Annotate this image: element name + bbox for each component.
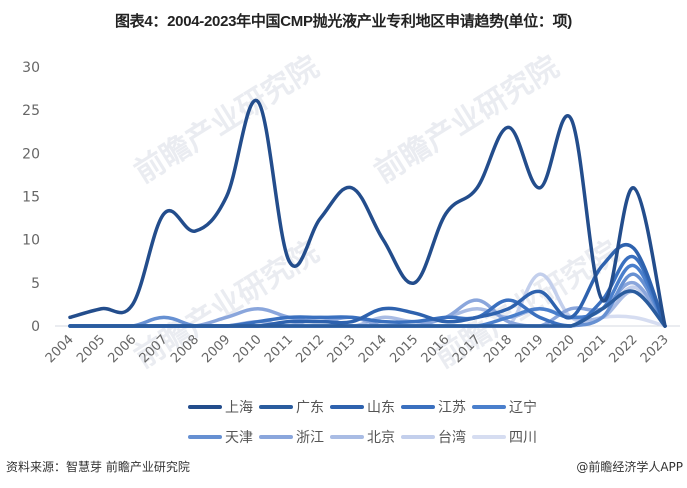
legend-swatch-icon xyxy=(472,405,506,409)
x-tick-label: 2012 xyxy=(293,332,327,366)
legend-label: 山东 xyxy=(367,400,395,416)
y-tick-label: 25 xyxy=(22,103,40,119)
legend-swatch-icon xyxy=(330,435,364,439)
x-tick-label: 2021 xyxy=(575,332,609,366)
legend-swatch-icon xyxy=(188,405,222,409)
legend-label: 浙江 xyxy=(296,430,324,446)
source-note: 资料来源：智慧芽 前瞻产业研究院 xyxy=(6,460,190,474)
y-tick-label: 10 xyxy=(22,233,40,249)
x-axis: 2004200520062007200820092010201120122013… xyxy=(43,332,672,366)
y-tick-label: 30 xyxy=(22,60,40,76)
legend-label: 江苏 xyxy=(438,400,466,416)
legend-item[interactable]: 广东 xyxy=(259,397,328,417)
legend-item[interactable]: 北京 xyxy=(330,427,399,447)
legend-row: 天津 浙江 北京 台湾 四川 xyxy=(188,422,548,452)
x-tick-label: 2020 xyxy=(544,332,578,366)
series-line xyxy=(68,242,667,328)
series-lines xyxy=(68,98,667,328)
legend-item[interactable]: 辽宁 xyxy=(472,397,541,417)
legend-swatch-icon xyxy=(259,405,293,409)
legend-item[interactable]: 江苏 xyxy=(401,397,470,417)
legend-label: 天津 xyxy=(225,430,253,446)
x-tick-label: 2004 xyxy=(43,332,77,366)
x-tick-label: 2015 xyxy=(387,332,421,366)
legend-label: 北京 xyxy=(367,430,395,446)
legend-swatch-icon xyxy=(401,405,435,409)
legend-item[interactable]: 山东 xyxy=(330,397,399,417)
series-line xyxy=(68,289,667,328)
y-tick-label: 0 xyxy=(31,319,40,335)
legend-item[interactable]: 天津 xyxy=(188,427,257,447)
x-tick-label: 2006 xyxy=(105,332,139,366)
legend-label: 辽宁 xyxy=(509,400,537,416)
legend-label: 台湾 xyxy=(438,430,466,446)
chart-title: 图表4：2004-2023年中国CMP抛光液产业专利地区申请趋势(单位：项) xyxy=(114,13,572,30)
legend-item[interactable]: 四川 xyxy=(472,427,541,447)
x-tick-label: 2007 xyxy=(137,332,171,366)
x-tick-label: 2011 xyxy=(262,332,296,366)
x-tick-label: 2008 xyxy=(168,332,202,366)
credit-note: @前瞻经济学人APP xyxy=(576,460,683,474)
legend-swatch-icon xyxy=(472,435,506,439)
x-tick-label: 2023 xyxy=(638,332,672,366)
legend: 上海 广东 山东 江苏 辽宁 天津 浙江 北京 台湾 四川 xyxy=(188,392,548,452)
y-axis: 0 5 10 15 20 25 30 xyxy=(22,60,40,335)
legend-label: 广东 xyxy=(296,400,324,416)
y-tick-label: 20 xyxy=(22,146,40,162)
legend-swatch-icon xyxy=(188,435,222,439)
x-tick-label: 2016 xyxy=(419,332,453,366)
x-tick-label: 2009 xyxy=(199,332,233,366)
x-tick-label: 2019 xyxy=(513,332,547,366)
legend-swatch-icon xyxy=(330,405,364,409)
legend-label: 上海 xyxy=(225,400,253,416)
x-tick-label: 2017 xyxy=(450,332,484,366)
legend-item[interactable]: 台湾 xyxy=(401,427,470,447)
y-tick-label: 15 xyxy=(22,190,40,206)
x-tick-label: 2018 xyxy=(481,332,515,366)
legend-item[interactable]: 浙江 xyxy=(259,427,328,447)
x-tick-label: 2010 xyxy=(231,332,265,366)
legend-item[interactable]: 上海 xyxy=(188,397,257,417)
x-tick-label: 2005 xyxy=(74,332,108,366)
legend-label: 四川 xyxy=(509,430,537,446)
legend-swatch-icon xyxy=(259,435,293,439)
x-tick-label: 2022 xyxy=(607,332,641,366)
series-line xyxy=(68,98,667,328)
legend-row: 上海 广东 山东 江苏 辽宁 xyxy=(188,392,548,422)
y-tick-label: 5 xyxy=(31,276,40,292)
x-tick-label: 2013 xyxy=(325,332,359,366)
legend-swatch-icon xyxy=(401,435,435,439)
x-tick-label: 2014 xyxy=(356,332,390,366)
